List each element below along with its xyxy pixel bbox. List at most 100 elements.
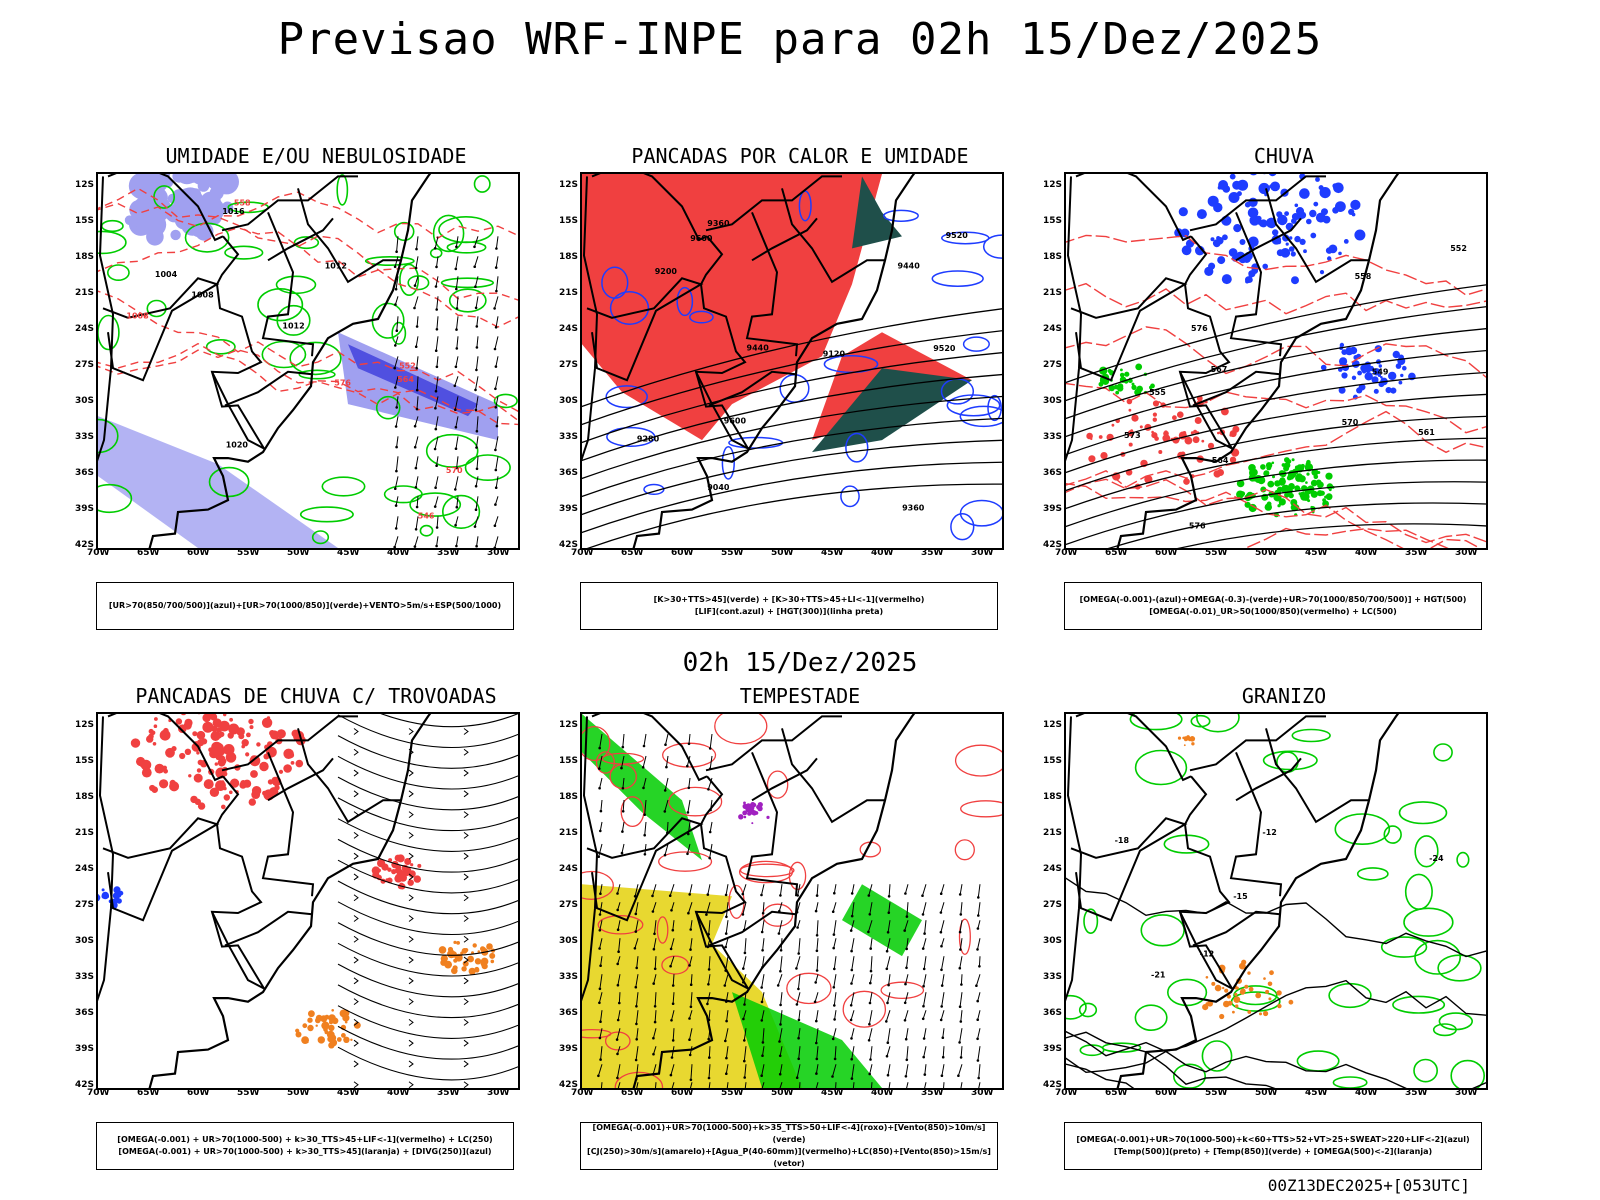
contour-label: 552 [1450, 244, 1467, 253]
map-canvas [98, 714, 518, 1088]
latitude-tick-label: 42S [558, 1080, 578, 1090]
contour-label: -12 [1200, 950, 1214, 959]
latitude-tick-label: 21S [558, 288, 578, 299]
latitude-tick-label: 42S [1042, 1080, 1062, 1090]
legend-line: [OMEGA(-0.001) + UR>70(1000-500) + k>30_… [118, 1147, 492, 1156]
legend-line: [OMEGA(-0.001)+UR>70(1000-500)+k>35_TTS>… [592, 1123, 986, 1144]
map-panel-rain: CHUVA 12S 15S 18S 21S 24S 27S 30S 33S 36S 39S 42S 57… [1034, 144, 1534, 644]
contour-label: 552 [399, 362, 416, 371]
longitude-tick-label: 55W [1205, 548, 1228, 558]
longitude-tick-label: 50W [287, 1088, 310, 1098]
contour-label: 564 [1212, 456, 1229, 465]
map-panel-humidity: UMIDADE E/OU NEBULOSIDADE 12S 15S 18S 21S 24S… [66, 144, 566, 644]
latitude-axis: 12S 15S 18S 21S 24S 27S 30S 33S 36S 39S 42S [550, 172, 578, 550]
weather-map: 9600 9520 9440 9360 9280 9200 9120 9040 9600 9520… [580, 172, 1004, 550]
latitude-tick-label: 27S [1042, 360, 1062, 371]
longitude-tick-label: 35W [1405, 1088, 1428, 1098]
contour-label: 1008 [126, 312, 149, 321]
panel-title: UMIDADE E/OU NEBULOSIDADE [165, 144, 467, 168]
longitude-axis: 70W 65W 60W 55W 50W 45W 40W 35W 30W [571, 548, 1004, 562]
latitude-tick-label: 12S [74, 180, 94, 191]
contour-label: 567 [1211, 365, 1228, 374]
longitude-tick-label: 40W [387, 548, 410, 558]
latitude-tick-label: 36S [1042, 1008, 1062, 1019]
contour-label: 555 [1149, 388, 1166, 397]
contour-label: 1016 [222, 207, 245, 216]
map-canvas: -15 -18 -21 -24 -12 -12 [1066, 714, 1486, 1088]
map-panel-thunderstorm-showers: PANCADAS DE CHUVA C/ TROVOADAS 12S 15S 18S 2… [66, 684, 566, 1184]
latitude-tick-label: 33S [1042, 432, 1062, 443]
latitude-tick-label: 42S [74, 1080, 94, 1090]
latitude-tick-label: 30S [74, 936, 94, 947]
map-panel-heat-showers: PANCADAS POR CALOR E UMIDADE 12S 15S 18S 21S… [550, 144, 1050, 644]
latitude-tick-label: 24S [1042, 324, 1062, 335]
contour-label: 576 [334, 378, 351, 387]
contour-label: 9520 [946, 231, 969, 240]
longitude-tick-label: 60W [1155, 1088, 1178, 1098]
contour-label: 9040 [707, 483, 730, 492]
legend-line: [Temp(500)](preto) + [Temp(850)](verde) … [1113, 1147, 1433, 1156]
longitude-tick-label: 55W [721, 548, 744, 558]
latitude-tick-label: 21S [74, 288, 94, 299]
contour-label: 9280 [637, 434, 660, 443]
latitude-tick-label: 33S [558, 972, 578, 983]
contour-label: 576 [1189, 521, 1206, 530]
longitude-tick-label: 50W [1255, 548, 1278, 558]
longitude-tick-label: 70W [571, 1088, 594, 1098]
latitude-tick-label: 42S [74, 540, 94, 550]
latitude-tick-label: 39S [74, 504, 94, 514]
forecast-time-label: 02h 15/Dez/2025 [682, 648, 918, 678]
longitude-tick-label: 40W [387, 1088, 410, 1098]
longitude-axis: 70W 65W 60W 55W 50W 45W 40W 35W 30W [87, 1088, 520, 1102]
longitude-tick-label: 70W [571, 548, 594, 558]
contour-label: 570 [1342, 418, 1359, 427]
latitude-tick-label: 18S [1042, 792, 1062, 803]
latitude-tick-label: 27S [74, 360, 94, 371]
latitude-tick-label: 24S [558, 864, 578, 875]
longitude-tick-label: 45W [337, 548, 360, 558]
latitude-tick-label: 24S [558, 324, 578, 335]
legend-line: [OMEGA(-0.001)+UR>70(1000-500)+k<60+TTS>… [1076, 1135, 1470, 1144]
latitude-axis: 12S 15S 18S 21S 24S 27S 30S 33S 36S 39S 42S [1034, 172, 1062, 550]
panel-title: PANCADAS DE CHUVA C/ TROVOADAS [135, 684, 497, 708]
latitude-tick-label: 39S [1042, 504, 1062, 514]
map-canvas: 1008 1004 1012 1016 1020 1012 1008 576 570 564 558… [98, 174, 518, 548]
latitude-tick-label: 30S [1042, 396, 1062, 407]
contour-label: 549 [1372, 367, 1389, 376]
longitude-tick-label: 55W [237, 1088, 260, 1098]
longitude-axis: 70W 65W 60W 55W 50W 45W 40W 35W 30W [1055, 548, 1488, 562]
contour-label: 1012 [282, 322, 304, 331]
latitude-tick-label: 18S [1042, 252, 1062, 263]
panel-legend: [UR>70(850/700/500)](azul)+[UR>70(1000/8… [96, 582, 514, 630]
longitude-tick-label: 55W [721, 1088, 744, 1098]
contour-label: 558 [234, 199, 251, 208]
contour-label: 9360 [902, 504, 925, 513]
latitude-tick-label: 21S [74, 828, 94, 839]
legend-line: [LIF](cont.azul) + [HGT(300)](linha pret… [694, 607, 884, 616]
contour-label: 558 [1355, 272, 1372, 281]
latitude-tick-label: 21S [1042, 288, 1062, 299]
longitude-tick-label: 65W [621, 548, 644, 558]
longitude-tick-label: 35W [921, 1088, 944, 1098]
latitude-tick-label: 39S [558, 504, 578, 514]
contour-label: 564 [397, 375, 414, 384]
longitude-tick-label: 70W [1055, 1088, 1078, 1098]
weather-map [580, 712, 1004, 1090]
longitude-tick-label: 35W [437, 548, 460, 558]
map-canvas [582, 714, 1002, 1088]
map-canvas: 576 570 567 564 561 558 555 552 549 573 576 [1066, 174, 1486, 548]
latitude-tick-label: 33S [74, 432, 94, 443]
contour-label: -18 [1115, 836, 1130, 845]
longitude-tick-label: 65W [137, 1088, 160, 1098]
longitude-tick-label: 65W [1105, 1088, 1128, 1098]
contour-label: 9520 [933, 344, 956, 353]
latitude-tick-label: 30S [558, 396, 578, 407]
longitude-tick-label: 70W [1055, 548, 1078, 558]
longitude-tick-label: 65W [137, 548, 160, 558]
contour-label: 573 [1124, 431, 1141, 440]
legend-line: [OMEGA(-0.001)-(azul)+OMEGA(-0.3)-(verde… [1079, 595, 1467, 604]
longitude-axis: 70W 65W 60W 55W 50W 45W 40W 35W 30W [87, 548, 520, 562]
contour-label: -15 [1233, 892, 1248, 901]
latitude-tick-label: 27S [558, 900, 578, 911]
longitude-tick-label: 30W [487, 1088, 510, 1098]
